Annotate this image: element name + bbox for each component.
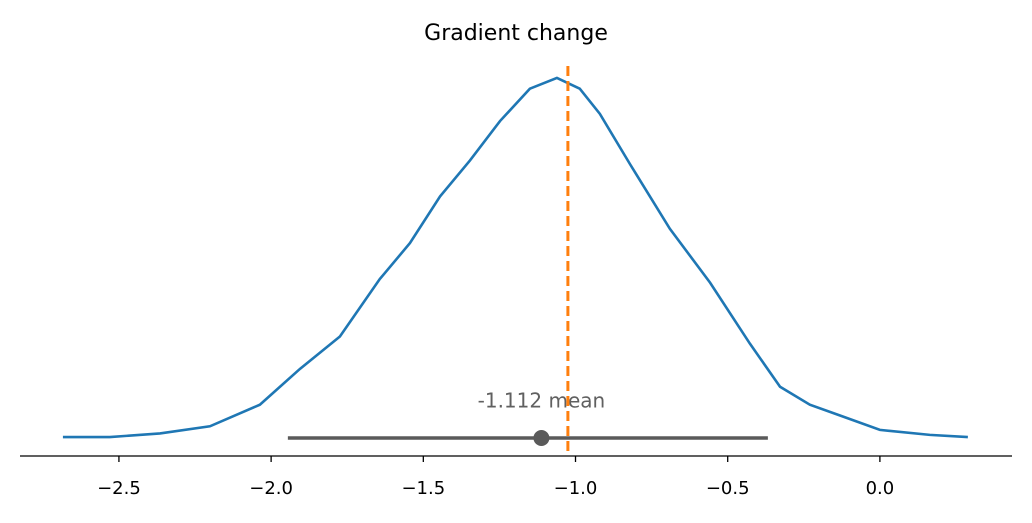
x-tick-label: −2.5 — [97, 478, 141, 499]
density-curve — [62, 76, 968, 439]
x-tick-label: −0.5 — [706, 478, 750, 499]
mean-label: -1.112 mean — [478, 389, 606, 413]
x-tick-label: 0.0 — [866, 478, 895, 499]
x-tick-label: −1.0 — [554, 478, 598, 499]
x-tick-label: −2.0 — [249, 478, 293, 499]
x-tick-label: −1.5 — [401, 478, 445, 499]
mean-point — [533, 430, 550, 446]
chart-title: Gradient change — [424, 21, 608, 46]
